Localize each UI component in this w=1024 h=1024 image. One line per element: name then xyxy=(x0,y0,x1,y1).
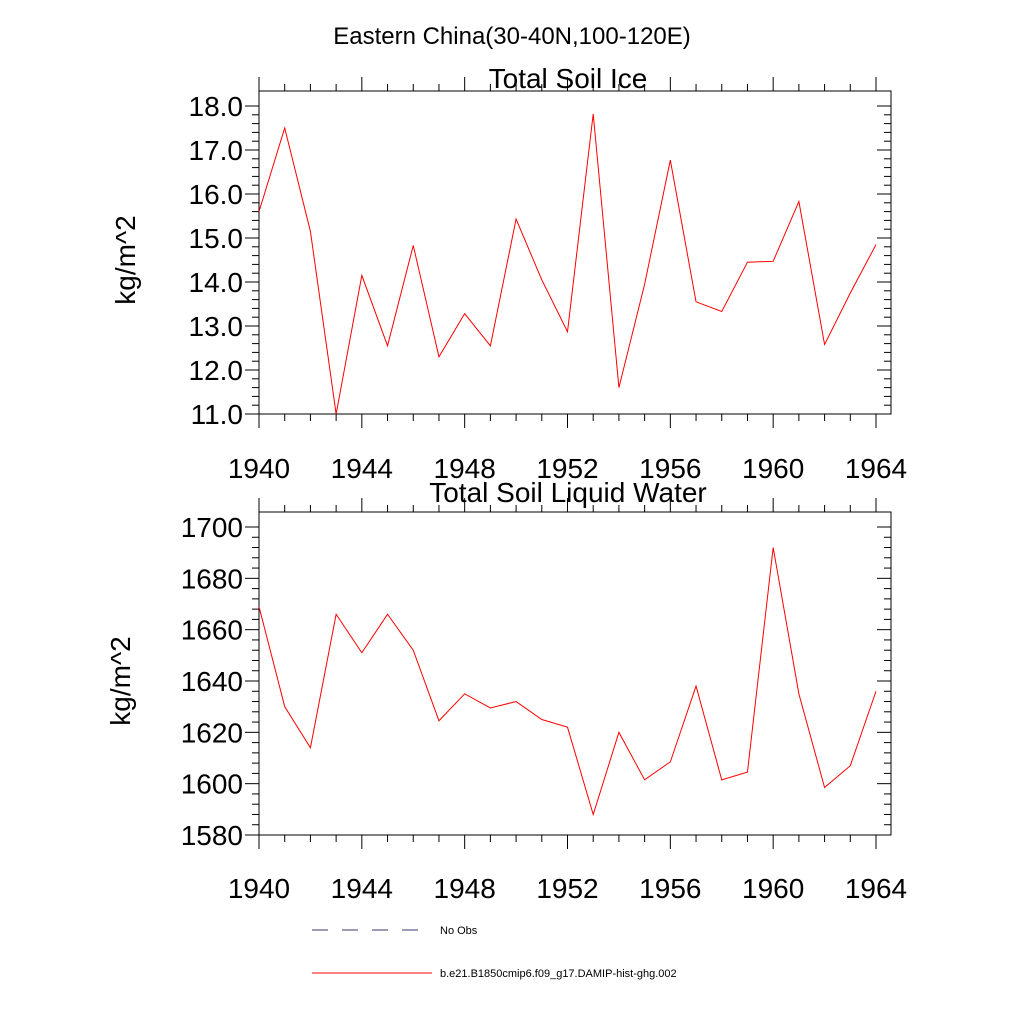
y-tick-label: 1580 xyxy=(181,820,243,851)
x-tick-label: 1944 xyxy=(331,453,393,484)
y-tick-label: 1640 xyxy=(181,666,243,697)
y-tick-label: 17.0 xyxy=(189,135,244,166)
x-tick-label: 1948 xyxy=(434,453,496,484)
x-tick-label: 1948 xyxy=(434,873,496,904)
y-tick-label: 13.0 xyxy=(189,311,244,342)
legend-entry-no-obs: No Obs xyxy=(312,925,478,937)
y-tick-label: 1700 xyxy=(181,512,243,543)
legend: No Obs b.e21.B1850cmip6.f09_g17.DAMIP-hi… xyxy=(312,925,677,980)
plot-frame xyxy=(258,90,892,415)
x-tick-label: 1940 xyxy=(228,873,290,904)
y-tick-label: 1620 xyxy=(181,717,243,748)
figure-suptitle: Eastern China(30-40N,100-120E) xyxy=(333,23,691,50)
series-line xyxy=(258,547,877,817)
y-tick-label: 1660 xyxy=(181,615,243,646)
x-tick-label: 1952 xyxy=(536,873,598,904)
x-tick-label: 1952 xyxy=(536,453,598,484)
y-tick-label: 16.0 xyxy=(189,179,244,210)
y-axis-label: kg/m^2 xyxy=(110,215,141,304)
y-tick-label: 1600 xyxy=(181,769,243,800)
legend-label-no-obs: No Obs xyxy=(440,925,478,937)
plot-frame xyxy=(258,511,892,836)
y-axis-label: kg/m^2 xyxy=(105,636,136,725)
x-tick-label: 1944 xyxy=(331,873,393,904)
y-tick-label: 15.0 xyxy=(189,223,244,254)
y-tick-label: 14.0 xyxy=(189,267,244,298)
y-tick-label: 18.0 xyxy=(189,91,244,122)
y-tick-label: 1680 xyxy=(181,563,243,594)
x-tick-label: 1956 xyxy=(639,453,701,484)
legend-label-model-run: b.e21.B1850cmip6.f09_g17.DAMIP-hist-ghg.… xyxy=(440,968,677,980)
x-tick-label: 1956 xyxy=(639,873,701,904)
legend-entry-model-run: b.e21.B1850cmip6.f09_g17.DAMIP-hist-ghg.… xyxy=(312,968,677,980)
x-tick-label: 1964 xyxy=(845,453,907,484)
y-tick-label: 11.0 xyxy=(191,399,243,430)
x-tick-label: 1960 xyxy=(742,453,804,484)
x-tick-label: 1940 xyxy=(228,453,290,484)
series-line xyxy=(258,113,877,415)
x-tick-label: 1960 xyxy=(742,873,804,904)
x-tick-label: 1964 xyxy=(845,873,907,904)
y-tick-label: 12.0 xyxy=(189,355,244,386)
